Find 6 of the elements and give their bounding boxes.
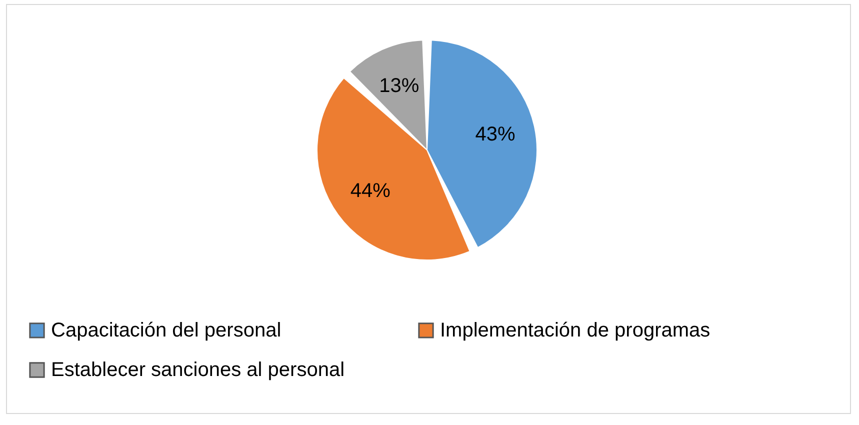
legend-label: Establecer sanciones al personal: [51, 359, 345, 381]
legend-label: Implementación de programas: [440, 319, 710, 342]
data-label: 13%: [379, 74, 420, 97]
data-label: 44%: [350, 180, 391, 202]
legend-label: Capacitación del personal: [51, 319, 282, 342]
data-label: 43%: [475, 124, 516, 146]
